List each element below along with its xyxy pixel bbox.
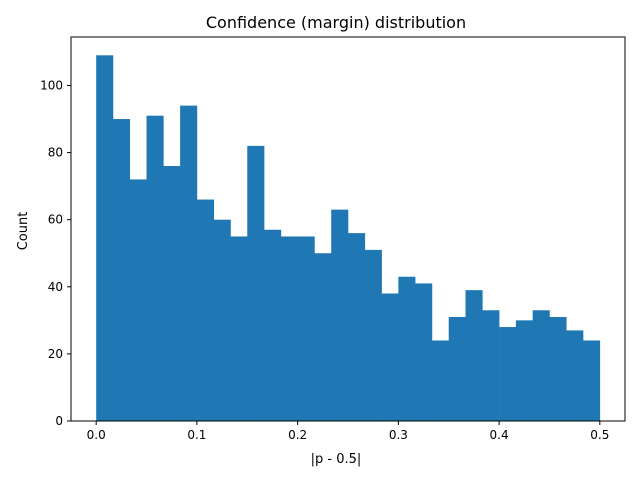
histogram-bar [264, 229, 282, 421]
histogram-bar [213, 219, 231, 421]
histogram-bar [499, 327, 517, 421]
histogram-bar [163, 166, 181, 421]
x-tick-label: 0.1 [187, 428, 206, 442]
y-tick-label: 40 [48, 280, 63, 294]
x-tick-label: 0.3 [389, 428, 408, 442]
histogram-bar [146, 115, 164, 422]
x-tick-label: 0.4 [490, 428, 509, 442]
histogram-bar [364, 249, 382, 421]
histogram-bar [532, 310, 550, 421]
histogram-bar [465, 290, 483, 421]
histogram-bar [331, 209, 349, 421]
histogram-bar [381, 293, 399, 421]
histogram-bar [112, 119, 131, 422]
y-tick-label: 60 [48, 213, 63, 227]
histogram-bar [431, 340, 450, 421]
histogram-bar [583, 340, 601, 421]
histogram-bar [280, 236, 298, 421]
x-axis-label: |p - 0.5| [311, 452, 362, 467]
histogram-bar [482, 310, 500, 421]
y-tick-label: 0 [55, 414, 63, 428]
plot-frame [70, 36, 626, 422]
histogram-bar [348, 233, 366, 421]
histogram-bar [515, 320, 533, 421]
histogram-bar [196, 199, 214, 421]
histogram-bar [549, 316, 567, 421]
histogram-bar [247, 145, 265, 421]
histogram-bar [297, 236, 315, 421]
y-tick-label: 100 [40, 78, 63, 92]
histogram-bar [129, 179, 147, 421]
histogram-bar [314, 253, 332, 421]
x-tick-label: 0.0 [87, 428, 106, 442]
histogram-bar [96, 55, 114, 422]
histogram-bar [448, 316, 466, 421]
y-tick-label: 20 [48, 347, 63, 361]
bars-group [96, 55, 601, 422]
histogram-bar [230, 236, 248, 421]
histogram-bar [415, 283, 433, 421]
x-axis-ticks: 0.0 0.1 0.2 0.3 0.4 0.5 [87, 421, 609, 442]
y-axis-ticks: 0 20 40 60 80 100 [40, 78, 71, 428]
histogram-bar [180, 105, 198, 421]
chart-title: Confidence (margin) distribution [206, 13, 466, 32]
histogram-bar [566, 330, 584, 421]
x-tick-label: 0.2 [288, 428, 307, 442]
histogram-bar [398, 276, 416, 421]
y-axis-label: Count [16, 212, 31, 251]
x-tick-label: 0.5 [590, 428, 609, 442]
y-tick-label: 80 [48, 146, 63, 160]
